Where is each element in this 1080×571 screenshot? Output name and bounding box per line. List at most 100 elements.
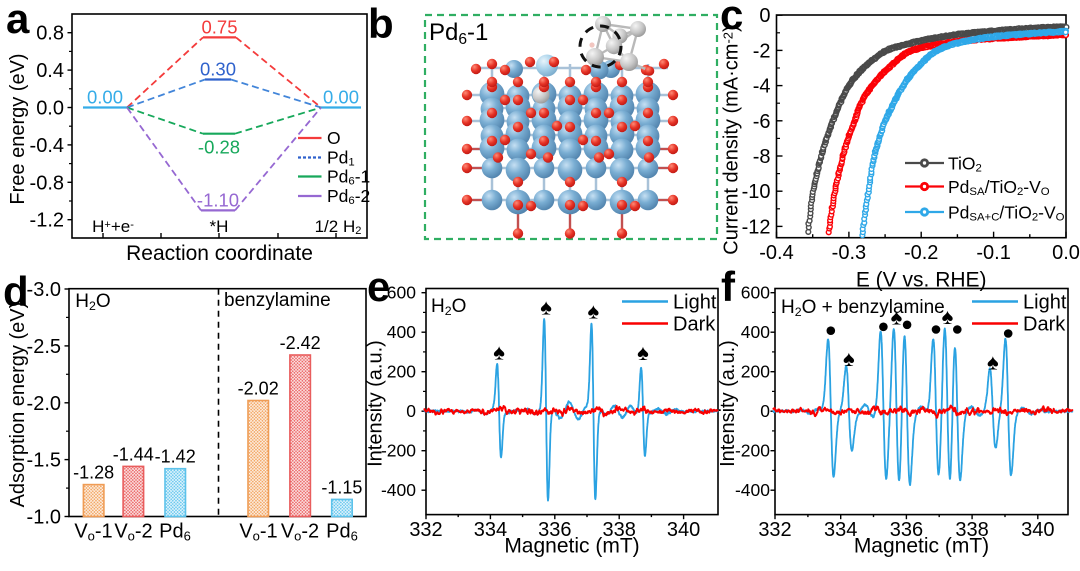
svg-text:-1.42: -1.42 <box>155 447 196 467</box>
svg-text:400: 400 <box>741 322 770 342</box>
svg-text:-400: -400 <box>735 480 770 500</box>
svg-text:0.0: 0.0 <box>1052 242 1080 264</box>
svg-text:-0.4: -0.4 <box>759 242 793 264</box>
svg-text:600: 600 <box>387 283 416 303</box>
svg-text:H++e-: H++e- <box>92 217 134 236</box>
svg-text:Light: Light <box>673 292 717 314</box>
svg-text:e: e <box>367 263 390 310</box>
svg-text:200: 200 <box>387 362 416 382</box>
svg-text:-1.2: -1.2 <box>30 210 64 232</box>
svg-text:-0.2: -0.2 <box>904 242 938 264</box>
svg-text:340: 340 <box>1021 519 1054 541</box>
svg-text:benzylamine: benzylamine <box>224 290 331 311</box>
svg-text:-1.10: -1.10 <box>197 189 239 210</box>
svg-text:Free energy (eV): Free energy (eV) <box>7 53 29 204</box>
svg-text:-0.28: -0.28 <box>198 137 240 158</box>
svg-text:-2.42: -2.42 <box>280 333 321 353</box>
svg-text:-1.28: -1.28 <box>73 463 114 483</box>
svg-text:f: f <box>721 263 736 310</box>
svg-text:0: 0 <box>406 401 416 421</box>
svg-text:♠: ♠ <box>493 339 505 364</box>
svg-text:332: 332 <box>409 519 442 541</box>
svg-text:b: b <box>368 0 394 47</box>
svg-text:-6: -6 <box>753 111 771 133</box>
svg-text:H2O: H2O <box>75 291 110 313</box>
svg-text:-2: -2 <box>753 40 771 62</box>
svg-text:Pd6-2: Pd6-2 <box>327 186 370 207</box>
svg-text:334: 334 <box>474 519 507 541</box>
svg-text:200: 200 <box>741 362 770 382</box>
svg-text:Magnetic (mT): Magnetic (mT) <box>854 535 989 558</box>
svg-text:0.4: 0.4 <box>36 60 64 82</box>
svg-text:♠: ♠ <box>588 298 600 323</box>
svg-text:0.00: 0.00 <box>87 87 123 108</box>
svg-text:-0.4: -0.4 <box>30 135 64 157</box>
svg-text:-2.0: -2.0 <box>27 393 61 415</box>
svg-text:Pd6: Pd6 <box>159 521 191 544</box>
svg-text:336: 336 <box>538 519 571 541</box>
svg-text:Current density (mA·cm-2): Current density (mA·cm-2) <box>721 25 743 254</box>
svg-text:PdSA+C/TiO2-VO: PdSA+C/TiO2-VO <box>948 203 1065 224</box>
svg-text:Dark: Dark <box>1023 314 1066 336</box>
svg-text:d: d <box>3 268 29 315</box>
svg-text:332: 332 <box>758 519 791 541</box>
svg-text:-8: -8 <box>753 146 771 168</box>
svg-text:-2.02: -2.02 <box>238 379 279 399</box>
svg-text:Pd6: Pd6 <box>326 521 358 544</box>
svg-text:-1.15: -1.15 <box>321 477 362 497</box>
svg-text:Intensity (a.u.): Intensity (a.u.) <box>365 340 387 467</box>
svg-text:338: 338 <box>955 519 988 541</box>
svg-text:0.00: 0.00 <box>323 87 359 108</box>
svg-text:♠: ♠ <box>843 346 855 371</box>
svg-text:1/2 H2: 1/2 H2 <box>315 217 362 237</box>
svg-text:a: a <box>6 0 30 42</box>
svg-text:*H: *H <box>210 217 229 236</box>
svg-text:Pd6-1: Pd6-1 <box>429 19 488 48</box>
svg-text:-400: -400 <box>381 480 416 500</box>
svg-text:Adsorption energy (eV): Adsorption energy (eV) <box>7 302 29 508</box>
svg-text:Vo-2: Vo-2 <box>114 521 152 544</box>
svg-text:Pd1: Pd1 <box>327 148 355 169</box>
svg-text:O: O <box>327 128 341 148</box>
svg-text:-1.44: -1.44 <box>113 444 154 464</box>
svg-text:H2O + benzylamine: H2O + benzylamine <box>781 297 945 319</box>
svg-text:Pd6-1: Pd6-1 <box>327 167 370 188</box>
svg-text:TiO2: TiO2 <box>948 154 982 175</box>
svg-text:-0.1: -0.1 <box>976 242 1010 264</box>
svg-text:0.8: 0.8 <box>36 23 64 45</box>
svg-text:-0.8: -0.8 <box>30 172 64 194</box>
svg-text:Vo-1: Vo-1 <box>239 521 277 544</box>
svg-text:0: 0 <box>760 401 770 421</box>
svg-text:-10: -10 <box>742 181 771 203</box>
svg-text:Reaction coordinate: Reaction coordinate <box>126 242 313 265</box>
svg-text:PdSA/TiO2-VO: PdSA/TiO2-VO <box>948 177 1050 198</box>
svg-text:E (V vs. RHE): E (V vs. RHE) <box>856 269 987 292</box>
svg-text:Dark: Dark <box>673 314 716 336</box>
svg-text:334: 334 <box>824 519 857 541</box>
svg-text:-3.0: -3.0 <box>27 279 61 301</box>
svg-text:0.0: 0.0 <box>36 98 64 120</box>
svg-text:338: 338 <box>603 519 636 541</box>
svg-text:H2O: H2O <box>431 296 466 318</box>
svg-text:♠: ♠ <box>942 304 954 329</box>
svg-text:0.75: 0.75 <box>201 16 237 37</box>
svg-text:-12: -12 <box>742 216 771 238</box>
svg-text:-200: -200 <box>381 441 416 461</box>
svg-text:c: c <box>720 0 743 38</box>
svg-text:Intensity (a.u.): Intensity (a.u.) <box>717 340 739 467</box>
svg-text:-4: -4 <box>753 76 771 98</box>
svg-text:Light: Light <box>1023 292 1067 314</box>
svg-text:0: 0 <box>759 5 770 27</box>
svg-text:-2.5: -2.5 <box>27 336 61 358</box>
svg-text:600: 600 <box>741 283 770 303</box>
svg-text:Magnetic (mT): Magnetic (mT) <box>504 535 639 558</box>
svg-text:-0.3: -0.3 <box>832 242 866 264</box>
svg-text:♠: ♠ <box>891 305 903 330</box>
svg-text:Vo-1: Vo-1 <box>74 521 112 544</box>
svg-text:♠: ♠ <box>540 294 552 319</box>
svg-text:-1.0: -1.0 <box>27 507 61 529</box>
svg-text:♠: ♠ <box>637 340 649 365</box>
svg-text:-200: -200 <box>735 441 770 461</box>
svg-text:-1.5: -1.5 <box>27 450 61 472</box>
svg-text:Vo-2: Vo-2 <box>281 521 319 544</box>
